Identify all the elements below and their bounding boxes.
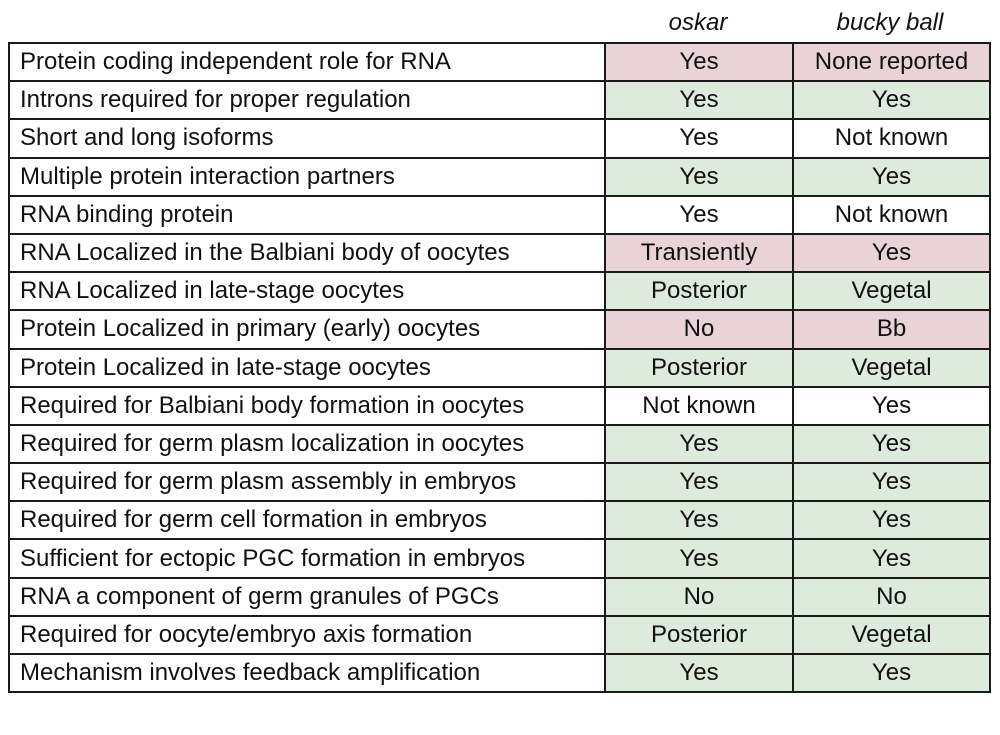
table-row: RNA binding protein Yes Not known xyxy=(8,194,991,235)
table-row: RNA a component of germ granules of PGCs… xyxy=(8,576,991,617)
cell-oskar: Transiently xyxy=(604,232,794,274)
cell-bucky-ball: Vegetal xyxy=(792,271,991,312)
cell-bucky-ball: Yes xyxy=(792,538,991,579)
cell-bucky-ball: Vegetal xyxy=(792,614,991,656)
cell-oskar: Yes xyxy=(604,156,794,197)
cell-bucky-ball: Yes xyxy=(792,652,991,694)
cell-bucky-ball: Yes xyxy=(792,385,991,426)
row-label: RNA Localized in late-stage oocytes xyxy=(8,271,606,312)
table-row: Required for germ plasm localization in … xyxy=(8,423,991,465)
cell-oskar: Not known xyxy=(604,385,794,426)
row-label: Required for Balbiani body formation in … xyxy=(8,385,606,426)
column-headers: oskar bucky ball xyxy=(0,0,1000,42)
cell-oskar: Yes xyxy=(604,462,794,503)
row-label: Required for germ plasm localization in … xyxy=(8,423,606,465)
cell-oskar: Yes xyxy=(604,538,794,579)
row-label: Protein Localized in late-stage oocytes xyxy=(8,347,606,388)
cell-bucky-ball: Yes xyxy=(792,500,991,541)
cell-bucky-ball: Yes xyxy=(792,232,991,274)
cell-oskar: Posterior xyxy=(604,271,794,312)
comparison-table: Protein coding independent role for RNA Y… xyxy=(8,41,991,694)
cell-oskar: Yes xyxy=(604,41,794,83)
table-row: Multiple protein interaction partners Yes… xyxy=(8,156,991,197)
cell-bucky-ball: None reported xyxy=(792,41,991,83)
row-label: Protein coding independent role for RNA xyxy=(8,41,606,83)
table-body: Protein coding independent role for RNA Y… xyxy=(8,41,991,694)
cell-bucky-ball: Not known xyxy=(792,118,991,159)
row-label: Required for germ cell formation in embr… xyxy=(8,500,606,541)
row-label: Required for germ plasm assembly in embr… xyxy=(8,462,606,503)
row-label: RNA Localized in the Balbiani body of oo… xyxy=(8,232,606,274)
table-row: RNA Localized in late-stage oocytes Poste… xyxy=(8,271,991,312)
table-row: Required for germ plasm assembly in embr… xyxy=(8,462,991,503)
table-row: RNA Localized in the Balbiani body of oo… xyxy=(8,232,991,274)
cell-oskar: No xyxy=(604,576,794,617)
cell-oskar: Posterior xyxy=(604,614,794,656)
cell-oskar: Yes xyxy=(604,194,794,235)
cell-oskar: Yes xyxy=(604,652,794,694)
header-oskar: oskar xyxy=(668,9,728,36)
row-label: RNA a component of germ granules of PGCs xyxy=(8,576,606,617)
table-row: Protein Localized in primary (early) ooc… xyxy=(8,309,991,350)
row-label: Required for oocyte/embryo axis formatio… xyxy=(8,614,606,656)
header-bucky-ball: bucky ball xyxy=(836,9,944,36)
cell-oskar: Yes xyxy=(604,423,794,465)
row-label: RNA binding protein xyxy=(8,194,606,235)
cell-bucky-ball: Bb xyxy=(792,309,991,350)
cell-bucky-ball: Not known xyxy=(792,194,991,235)
cell-bucky-ball: Yes xyxy=(792,462,991,503)
table-row: Introns required for proper regulation Ye… xyxy=(8,80,991,121)
cell-bucky-ball: Vegetal xyxy=(792,347,991,388)
row-label: Multiple protein interaction partners xyxy=(8,156,606,197)
cell-bucky-ball: Yes xyxy=(792,80,991,121)
table-row: Sufficient for ectopic PGC formation in … xyxy=(8,538,991,579)
cell-oskar: No xyxy=(604,309,794,350)
row-label: Short and long isoforms xyxy=(8,118,606,159)
row-label: Sufficient for ectopic PGC formation in … xyxy=(8,538,606,579)
cell-oskar: Yes xyxy=(604,500,794,541)
cell-bucky-ball: Yes xyxy=(792,423,991,465)
cell-oskar: Yes xyxy=(604,118,794,159)
row-label: Introns required for proper regulation xyxy=(8,80,606,121)
cell-bucky-ball: Yes xyxy=(792,156,991,197)
table-row: Protein coding independent role for RNA Y… xyxy=(8,41,991,83)
table-row: Short and long isoforms Yes Not known xyxy=(8,118,991,159)
row-label: Protein Localized in primary (early) ooc… xyxy=(8,309,606,350)
table-row: Required for germ cell formation in embr… xyxy=(8,500,991,541)
cell-oskar: Posterior xyxy=(604,347,794,388)
cell-oskar: Yes xyxy=(604,80,794,121)
table-row: Mechanism involves feedback amplificatio… xyxy=(8,652,991,694)
table-row: Required for oocyte/embryo axis formatio… xyxy=(8,614,991,656)
table-row: Protein Localized in late-stage oocytes P… xyxy=(8,347,991,388)
row-label: Mechanism involves feedback amplificatio… xyxy=(8,652,606,694)
cell-bucky-ball: No xyxy=(792,576,991,617)
table-row: Required for Balbiani body formation in … xyxy=(8,385,991,426)
